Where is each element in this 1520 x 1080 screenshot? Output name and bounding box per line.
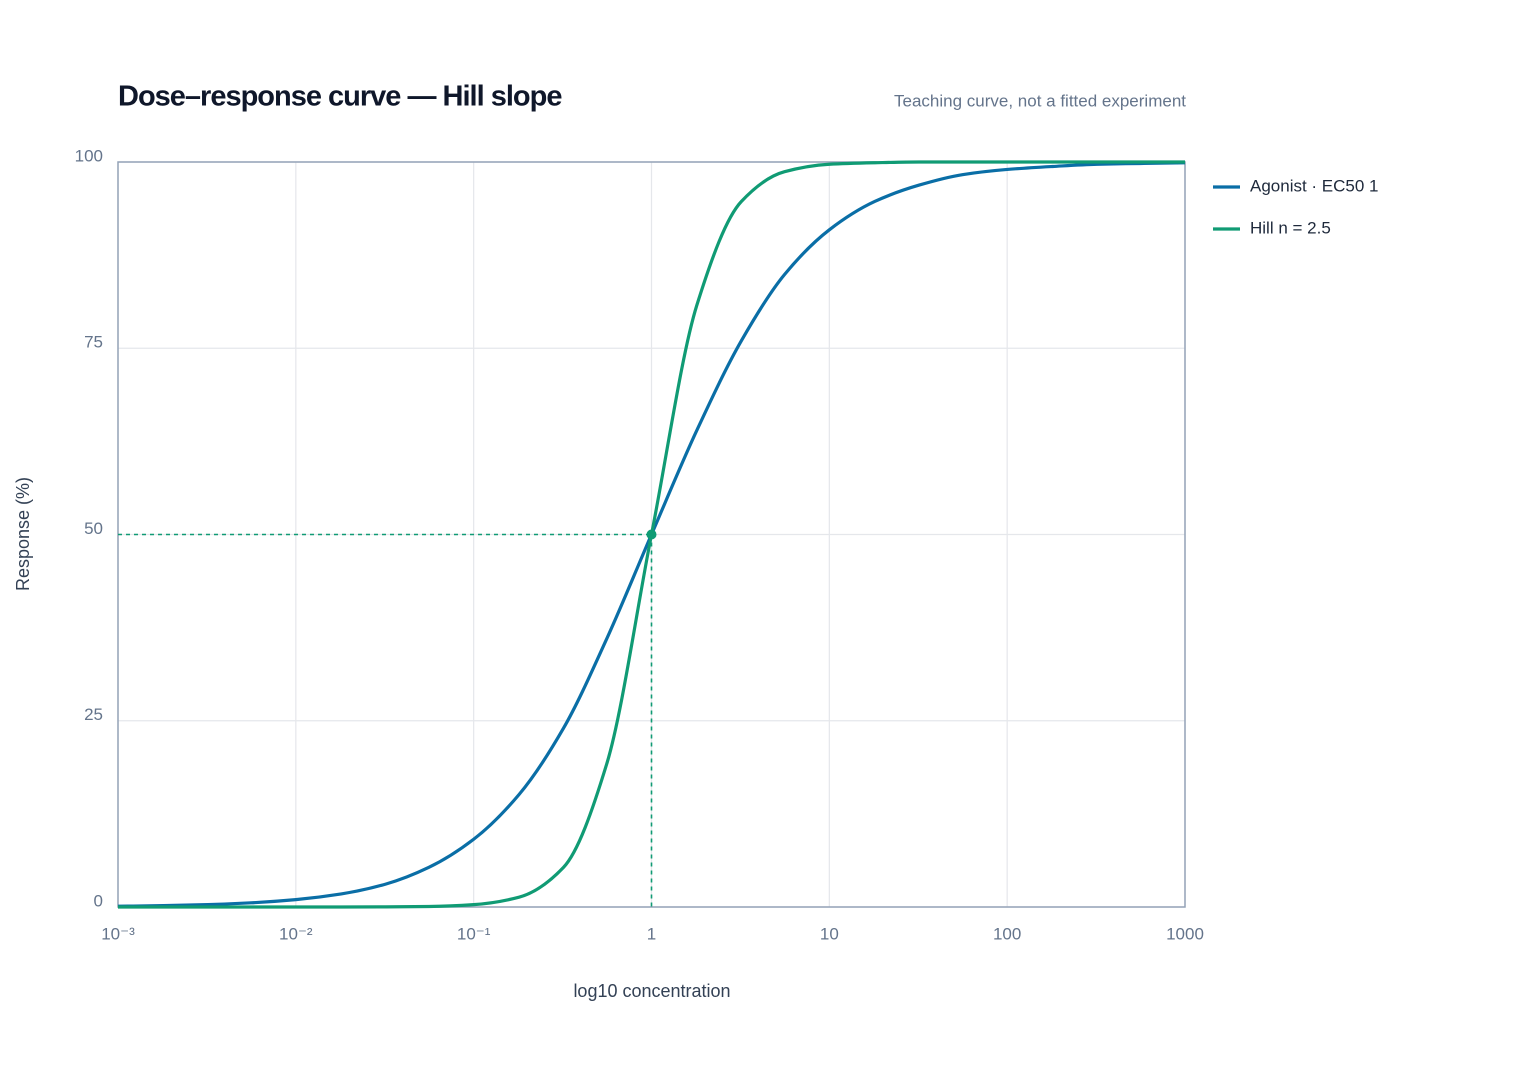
x-tick-label: 10⁻³	[101, 924, 135, 943]
x-tick-label: 10	[820, 924, 839, 943]
y-tick-label: 100	[75, 146, 103, 165]
y-axis-label: Response (%)	[13, 477, 33, 591]
x-tick-label: 100	[993, 924, 1021, 943]
x-axis-label: log10 concentration	[573, 981, 730, 1001]
y-tick-label: 0	[94, 891, 103, 910]
x-tick-label: 10⁻¹	[457, 924, 491, 943]
legend-label: Agonist · EC50 1	[1250, 176, 1379, 195]
y-tick-label: 50	[84, 519, 103, 538]
x-tick-label: 1	[647, 924, 656, 943]
chart-title: Dose–response curve — Hill slope	[118, 81, 562, 113]
chart-subtitle: Teaching curve, not a fitted experiment	[894, 91, 1186, 110]
ec50-point	[646, 529, 657, 540]
x-tick-label: 10⁻²	[279, 924, 313, 943]
legend-label: Hill n = 2.5	[1250, 218, 1331, 237]
y-tick-label: 75	[84, 333, 103, 352]
x-tick-label: 1000	[1166, 924, 1204, 943]
y-tick-label: 25	[84, 705, 103, 724]
